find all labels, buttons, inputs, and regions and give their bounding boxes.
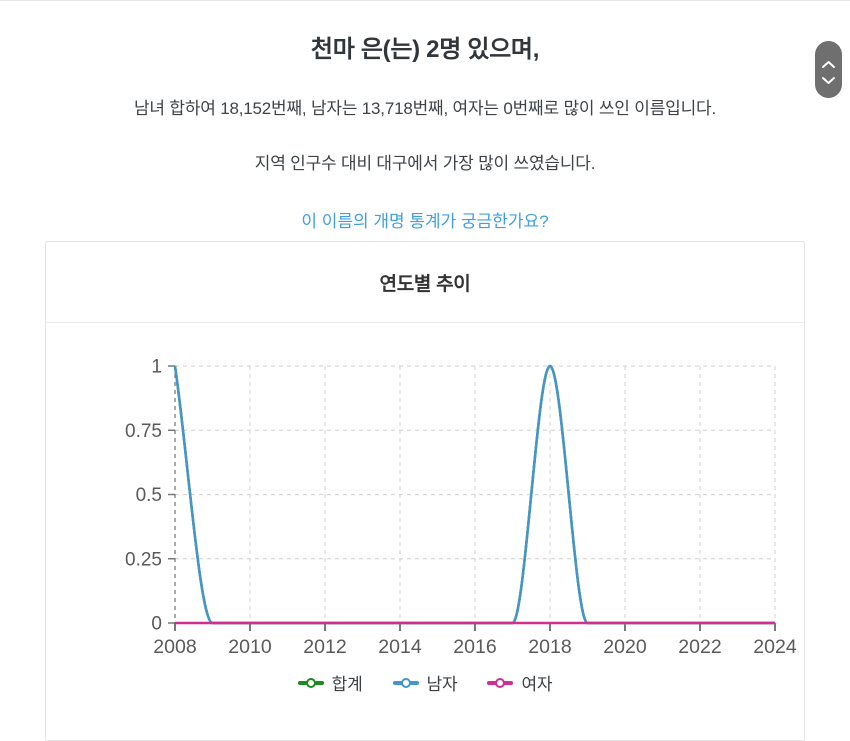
yearly-trend-card: 연도별 추이 0 0.25 0.5 0.75 1 2008 2010 2012 2014 2016… [45,241,805,741]
x-tick-label: 2022 [678,636,721,658]
legend-label: 합계 [331,675,363,694]
scroll-down-button[interactable] [821,73,836,84]
rename-stats-link-row: 이 이름의 개명 통계가 궁금한가요? [0,207,850,232]
x-tick-label: 2018 [528,636,571,658]
x-tick-label: 2024 [753,636,797,658]
chevron-down-icon [822,77,835,84]
scroll-widget [815,41,842,98]
x-tick-label: 2012 [303,636,346,658]
y-tick-label: 0.25 [125,549,162,570]
y-tick-label: 0.75 [125,421,162,442]
rename-stats-link[interactable]: 이 이름의 개명 통계가 궁금한가요? [301,212,549,231]
rank-summary-text: 남녀 합하여 18,152번째, 남자는 13,718번째, 여자는 0번째로 … [133,99,716,118]
card-title: 연도별 추이 [379,273,471,295]
chevron-up-icon [822,61,835,68]
x-tick-label: 2016 [453,636,496,658]
trend-line-chart: 0 0.25 0.5 0.75 1 2008 2010 2012 2014 2016 2018 202… [125,357,797,659]
legend-marker-icon [487,680,514,685]
page-title: 천마 은(는) 2명 있으며, [310,36,540,63]
legend-marker-icon [392,680,419,685]
chart-legend: 합계 남자 여자 [46,670,804,695]
x-tick-label: 2008 [153,636,196,658]
page: { "page": { "title": "천마 은(는) 2명 있으며,", … [0,0,850,726]
legend-item-합계[interactable]: 합계 [297,670,363,695]
x-tick-label: 2020 [603,636,647,658]
card-header: 연도별 추이 [46,242,804,323]
legend-item-남자[interactable]: 남자 [392,670,458,695]
legend-item-여자[interactable]: 여자 [487,670,553,695]
x-tick-label: 2014 [378,636,422,658]
chart-area: 0 0.25 0.5 0.75 1 2008 2010 2012 2014 2016 2018 202… [46,323,804,695]
legend-label: 남자 [426,675,458,694]
y-tick-label: 0.5 [136,485,162,506]
scroll-up-button[interactable] [821,57,836,68]
y-tick-label: 1 [151,357,162,378]
legend-marker-icon [297,680,324,685]
x-tick-label: 2010 [228,636,272,658]
region-summary-text: 지역 인구수 대비 대구에서 가장 많이 쓰였습니다. [254,154,596,173]
y-tick-label: 0 [151,614,162,635]
legend-label: 여자 [521,675,553,694]
